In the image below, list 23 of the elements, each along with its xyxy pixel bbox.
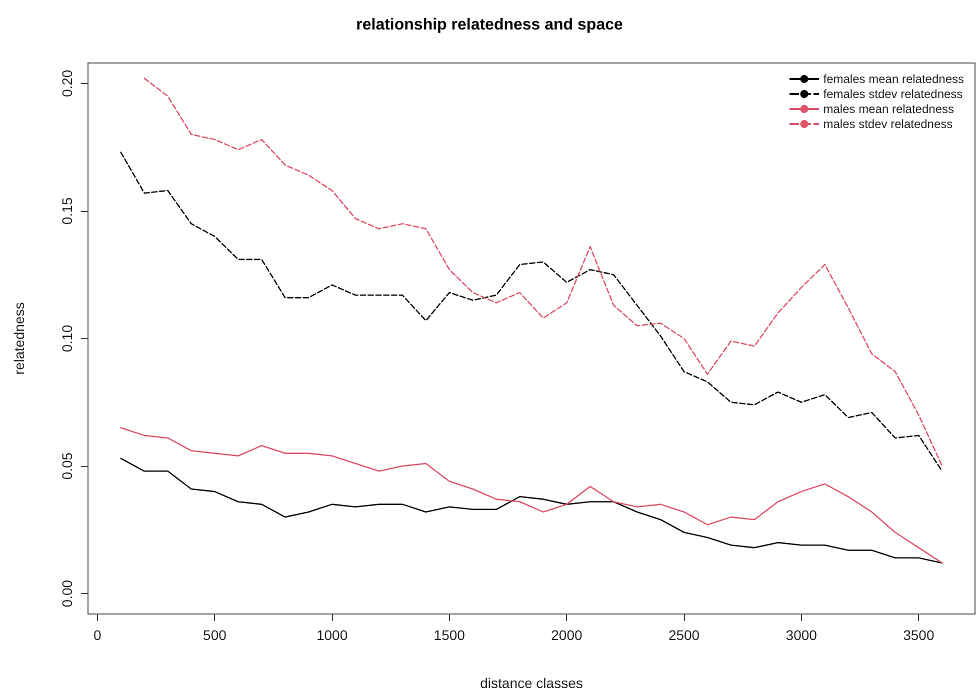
x-tick-label: 1000 [316, 627, 348, 643]
x-axis-title: distance classes [480, 675, 583, 691]
line-series [120, 152, 943, 472]
x-tick-label: 500 [203, 627, 227, 643]
x-tick-label: 2000 [551, 627, 582, 643]
x-tick-label: 3000 [786, 627, 818, 643]
line-series [120, 458, 943, 564]
legend-label: females stdev relatedness [823, 87, 963, 101]
x-tick-label: 2500 [668, 627, 700, 643]
legend-label: males mean relatedness [823, 102, 954, 116]
y-tick-label: 0.15 [59, 197, 75, 225]
x-tick-label: 1500 [434, 627, 466, 643]
line-series [120, 427, 943, 564]
y-tick-label: 0.10 [59, 324, 75, 352]
chart-title: relationship relatedness and space [356, 16, 623, 34]
y-tick-label: 0.00 [59, 580, 75, 608]
legend-label: males stdev relatedness [823, 117, 953, 131]
y-tick-label: 0.20 [59, 70, 75, 98]
legend-label: females mean relatedness [823, 72, 964, 86]
y-tick-label: 0.05 [59, 452, 75, 480]
y-axis-title: relatedness [11, 302, 27, 375]
x-tick-label: 3500 [903, 627, 934, 643]
x-tick-label: 0 [93, 627, 102, 643]
